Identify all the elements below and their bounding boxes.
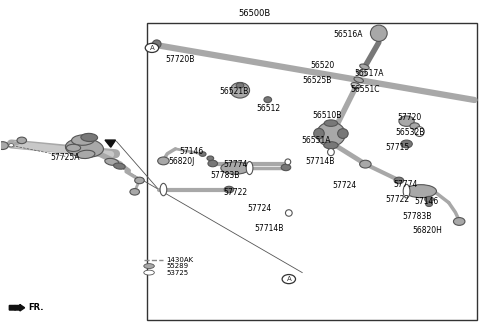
Circle shape bbox=[410, 123, 420, 129]
Bar bbox=[147, 24, 477, 320]
Text: 56525B: 56525B bbox=[302, 76, 331, 85]
Text: 57720B: 57720B bbox=[166, 55, 195, 64]
Text: 56517A: 56517A bbox=[354, 69, 384, 78]
Text: 57715: 57715 bbox=[386, 143, 410, 152]
Ellipse shape bbox=[246, 162, 253, 175]
Text: 55289: 55289 bbox=[166, 263, 189, 269]
Circle shape bbox=[135, 177, 144, 184]
Text: 57725A: 57725A bbox=[50, 153, 80, 162]
Text: 57722: 57722 bbox=[223, 188, 247, 197]
Text: FR.: FR. bbox=[28, 303, 44, 312]
Text: 56500B: 56500B bbox=[238, 9, 271, 18]
Polygon shape bbox=[9, 304, 24, 311]
Ellipse shape bbox=[105, 158, 119, 165]
Text: A: A bbox=[287, 276, 291, 282]
Text: 56510B: 56510B bbox=[312, 111, 342, 120]
Text: 56551C: 56551C bbox=[351, 85, 380, 94]
Ellipse shape bbox=[415, 127, 424, 136]
Circle shape bbox=[399, 116, 414, 126]
Ellipse shape bbox=[72, 135, 95, 145]
Ellipse shape bbox=[327, 148, 334, 156]
Ellipse shape bbox=[144, 270, 155, 275]
Ellipse shape bbox=[264, 97, 272, 103]
Circle shape bbox=[236, 83, 244, 88]
Circle shape bbox=[207, 156, 214, 161]
Text: 56521B: 56521B bbox=[220, 87, 249, 96]
Text: 56520: 56520 bbox=[310, 61, 335, 70]
Ellipse shape bbox=[337, 129, 348, 138]
Ellipse shape bbox=[286, 210, 292, 216]
Text: A: A bbox=[150, 45, 154, 51]
Circle shape bbox=[425, 197, 433, 202]
Ellipse shape bbox=[230, 82, 250, 98]
Text: 56820H: 56820H bbox=[413, 226, 443, 235]
Text: 57146: 57146 bbox=[179, 146, 204, 156]
Ellipse shape bbox=[114, 163, 125, 169]
Circle shape bbox=[224, 186, 234, 193]
Ellipse shape bbox=[81, 133, 97, 142]
Ellipse shape bbox=[317, 122, 345, 146]
Circle shape bbox=[208, 160, 217, 167]
Ellipse shape bbox=[160, 183, 167, 196]
Circle shape bbox=[282, 275, 296, 284]
Ellipse shape bbox=[371, 25, 387, 42]
Text: 57146: 57146 bbox=[415, 198, 439, 206]
Text: 57722: 57722 bbox=[385, 196, 409, 204]
Text: 53725: 53725 bbox=[166, 269, 189, 276]
Circle shape bbox=[199, 152, 206, 156]
Circle shape bbox=[281, 164, 291, 171]
Text: 56551A: 56551A bbox=[302, 136, 331, 145]
FancyArrowPatch shape bbox=[12, 305, 19, 310]
Ellipse shape bbox=[65, 138, 104, 157]
Ellipse shape bbox=[354, 77, 363, 83]
Circle shape bbox=[426, 202, 432, 206]
Text: 57783B: 57783B bbox=[402, 212, 432, 221]
Ellipse shape bbox=[221, 162, 250, 174]
Ellipse shape bbox=[351, 83, 360, 88]
Ellipse shape bbox=[153, 40, 161, 48]
Ellipse shape bbox=[77, 150, 95, 159]
Text: 57783B: 57783B bbox=[210, 171, 240, 181]
Text: 57774: 57774 bbox=[223, 160, 247, 169]
Circle shape bbox=[352, 83, 360, 89]
Text: 1430AK: 1430AK bbox=[166, 257, 193, 263]
Polygon shape bbox=[105, 140, 116, 147]
Text: 56516A: 56516A bbox=[333, 30, 362, 39]
Ellipse shape bbox=[324, 120, 337, 126]
Circle shape bbox=[360, 160, 371, 168]
Text: 57774: 57774 bbox=[393, 180, 417, 189]
Ellipse shape bbox=[403, 184, 410, 198]
Circle shape bbox=[0, 142, 8, 149]
Ellipse shape bbox=[357, 71, 366, 76]
Circle shape bbox=[394, 177, 404, 184]
Ellipse shape bbox=[66, 144, 81, 151]
Text: 56512: 56512 bbox=[257, 104, 281, 113]
Text: 57714B: 57714B bbox=[254, 224, 283, 233]
Circle shape bbox=[9, 144, 13, 147]
Circle shape bbox=[401, 140, 412, 148]
Circle shape bbox=[145, 43, 158, 52]
Circle shape bbox=[17, 137, 26, 144]
Ellipse shape bbox=[285, 159, 291, 165]
Circle shape bbox=[454, 217, 465, 225]
Ellipse shape bbox=[360, 64, 369, 70]
Ellipse shape bbox=[144, 264, 155, 268]
Circle shape bbox=[130, 189, 140, 195]
Text: 57724: 57724 bbox=[332, 181, 357, 190]
Text: 57724: 57724 bbox=[247, 204, 271, 213]
Circle shape bbox=[157, 157, 169, 165]
Text: 57714B: 57714B bbox=[306, 157, 335, 166]
Text: 56532B: 56532B bbox=[395, 128, 425, 137]
Ellipse shape bbox=[314, 128, 324, 139]
Ellipse shape bbox=[406, 185, 436, 198]
Text: 57720: 57720 bbox=[398, 113, 422, 122]
Text: 56820J: 56820J bbox=[168, 157, 195, 166]
Ellipse shape bbox=[324, 142, 338, 149]
